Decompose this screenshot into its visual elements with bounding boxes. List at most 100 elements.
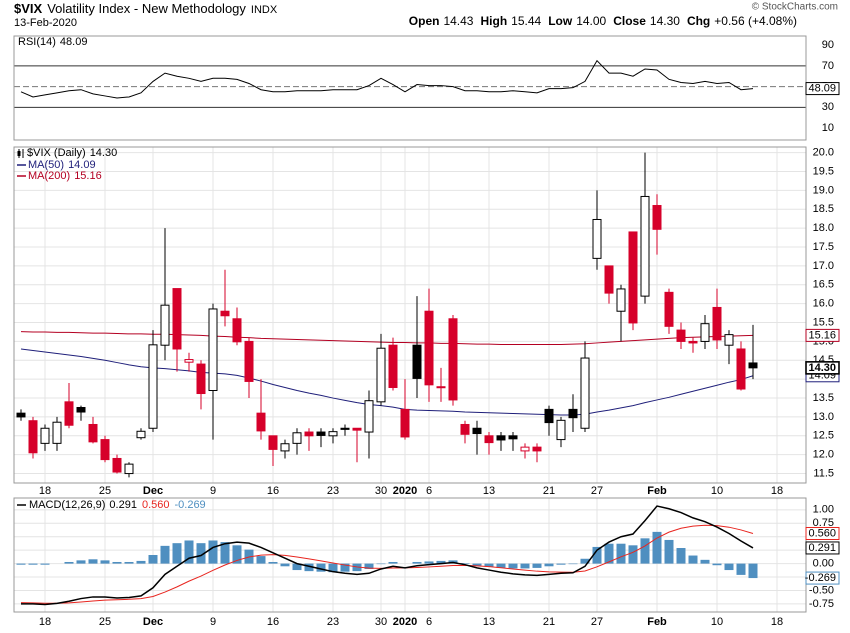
candle-body: [700, 323, 710, 342]
histogram-bar: [388, 561, 398, 564]
legend-value: 0.560: [142, 499, 170, 511]
legend: MA(200) 15.16: [28, 170, 102, 182]
histogram-bar: [640, 538, 650, 564]
x-tick-label: 21: [543, 485, 555, 497]
histogram-bar: [268, 561, 278, 564]
x-tick-label: 25: [99, 485, 111, 497]
histogram-bar: [472, 563, 482, 566]
histogram-bar: [508, 563, 518, 569]
candle-body: [532, 446, 542, 452]
histogram-bar: [196, 543, 206, 564]
candle-body: [136, 430, 146, 439]
histogram-bar: [412, 561, 422, 564]
candle-body: [76, 406, 86, 413]
histogram-bar: [124, 561, 134, 564]
candle-body: [232, 318, 242, 343]
candle-body: [52, 421, 62, 444]
candle-body: [652, 205, 662, 230]
candle-body: [484, 435, 494, 444]
candle-body: [712, 306, 722, 341]
candle-body: [520, 446, 530, 452]
x-tick-label: 6: [426, 485, 432, 497]
histogram-bar: [616, 543, 626, 564]
histogram-bar: [136, 560, 146, 564]
value-box: [805, 541, 840, 555]
candle-body: [616, 288, 626, 312]
candle-body: [256, 412, 266, 432]
candle-body: [328, 431, 338, 437]
header-date: 13-Feb-2020: [14, 17, 77, 29]
candle-body: [148, 344, 158, 429]
candle-body: [244, 340, 254, 382]
histogram-bar: [628, 545, 638, 564]
candle-body: [448, 318, 458, 401]
candle-body: [388, 344, 398, 388]
y-tick-label: 20.0: [813, 147, 834, 159]
candle-body: [544, 408, 554, 424]
histogram-bar: [676, 548, 686, 564]
x-tick-label: Feb: [647, 616, 667, 628]
legend: MA(50) 14.09: [28, 159, 96, 171]
x-tick-label: Dec: [143, 616, 163, 628]
legend-value: 15.16: [74, 170, 102, 182]
histogram-bar: [520, 563, 530, 569]
symbol: $VIX: [14, 1, 43, 16]
y-tick-label: 15.5: [813, 316, 834, 328]
histogram-bar: [496, 563, 506, 568]
histogram-bar: [304, 563, 314, 572]
moving-average: [20, 348, 754, 416]
candle-body: [64, 401, 74, 426]
candle-body: [508, 435, 518, 440]
x-tick-label: 10: [711, 485, 723, 497]
histogram-bar: [208, 540, 218, 564]
quote-value: +0.56 (+4.08%): [714, 14, 797, 28]
candle-body: [628, 231, 638, 324]
x-tick-label: 6: [426, 616, 432, 628]
legend-value: -0.269: [174, 499, 205, 511]
y-tick-label: 70: [822, 60, 834, 72]
histogram-bar: [376, 563, 386, 565]
candle-body: [280, 443, 290, 452]
candle-body: [208, 308, 218, 392]
x-tick-label: 18: [771, 485, 783, 497]
histogram-bar: [688, 555, 698, 564]
quote: Open 14.43 High 15.44 Low 14.00 Close 14.30 Chg +…: [409, 14, 797, 28]
candle-body: [556, 419, 566, 441]
quote-label: High: [480, 14, 507, 28]
x-tick-label: Feb: [647, 485, 667, 497]
value-box: [805, 526, 840, 540]
candle-body: [268, 435, 278, 450]
histogram-bar: [568, 563, 578, 565]
x-tick-label: 27: [591, 485, 603, 497]
x-tick-label: 2020: [393, 616, 417, 628]
histogram-bar: [172, 543, 182, 564]
x-tick-label: 27: [591, 616, 603, 628]
candle-body: [40, 427, 50, 444]
value-box: [805, 571, 840, 585]
x-tick-label: 10: [711, 616, 723, 628]
quote-label: Chg: [687, 14, 710, 28]
histogram-bar: [16, 563, 26, 565]
legend-value: 14.30: [90, 147, 118, 159]
y-tick-label: 12.0: [813, 449, 834, 461]
legend-name: MA(50): [28, 159, 64, 171]
histogram-bar: [364, 563, 374, 569]
candle-body: [688, 340, 698, 344]
value-box: [805, 82, 840, 96]
x-tick-label: 18: [39, 485, 51, 497]
candle-body: [676, 329, 686, 342]
value-box: [805, 328, 840, 342]
index-name: Volatility Index - New Methodology: [47, 1, 246, 16]
quote-value: 14.43: [443, 14, 473, 28]
histogram-bar: [712, 563, 722, 566]
exchange: INDX: [251, 4, 278, 16]
candle-body: [580, 357, 590, 429]
histogram-bar: [736, 563, 746, 575]
x-tick-label: 30: [375, 616, 387, 628]
candle-body: [472, 427, 482, 435]
histogram-bar: [436, 560, 446, 564]
x-tick-label: 23: [327, 616, 339, 628]
candle-body: [28, 420, 38, 454]
